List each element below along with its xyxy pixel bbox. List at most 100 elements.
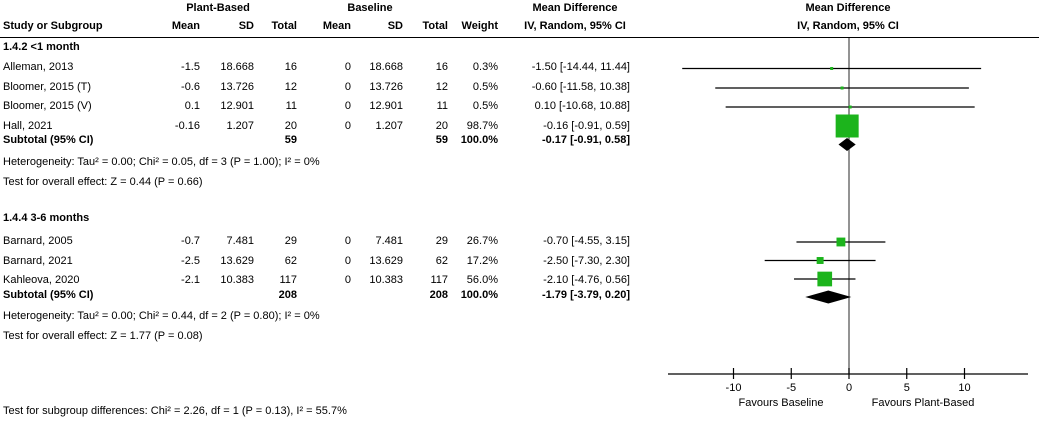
subtotal-plant-total: 208 bbox=[278, 289, 297, 301]
plant-sd: 1.207 bbox=[226, 119, 254, 132]
subgroup-title: 1.4.2 <1 month bbox=[3, 41, 80, 53]
study-name: Bloomer, 2015 (T) bbox=[3, 80, 92, 93]
effect-marker bbox=[830, 67, 834, 70]
effect-marker bbox=[835, 114, 859, 138]
md-text-column-title: Mean Difference bbox=[532, 2, 618, 14]
baseline-mean: 0 bbox=[344, 80, 351, 93]
plant-sd: 12.901 bbox=[220, 100, 254, 112]
heterogeneity-text: Heterogeneity: Tau² = 0.00; Chi² = 0.44,… bbox=[3, 310, 320, 322]
baseline-total: 11 bbox=[436, 100, 448, 112]
subgroup-title: 1.4.4 3-6 months bbox=[3, 212, 90, 224]
study-name: Kahleova, 2020 bbox=[3, 273, 80, 286]
plant-total: 16 bbox=[284, 61, 297, 73]
baseline-mean: 0 bbox=[344, 61, 351, 73]
baseline-mean: 0 bbox=[344, 100, 351, 112]
subtotal-weight: 100.0% bbox=[460, 289, 498, 301]
axis-tick-label: -10 bbox=[726, 382, 742, 394]
baseline-sd: 13.629 bbox=[369, 254, 403, 267]
plant-mean: 0.1 bbox=[184, 100, 200, 112]
plant-mean: -0.6 bbox=[181, 80, 200, 93]
axis-tick-label: 5 bbox=[904, 382, 910, 394]
plant-total: 62 bbox=[284, 254, 297, 267]
study-name: Bloomer, 2015 (V) bbox=[3, 100, 92, 112]
overall-effect-text: Test for overall effect: Z = 1.77 (P = 0… bbox=[3, 330, 203, 342]
subtotal-weight: 100.0% bbox=[460, 134, 498, 146]
plant-sd: 18.668 bbox=[220, 61, 254, 73]
subtotal-diamond bbox=[805, 290, 852, 304]
col-header-mean-baseline: Mean bbox=[322, 20, 351, 32]
plant-sd: 10.383 bbox=[220, 273, 254, 286]
subtotal-baseline-total: 208 bbox=[429, 289, 448, 301]
baseline-mean: 0 bbox=[344, 119, 351, 132]
group-header-plant-based: Plant-Based bbox=[186, 2, 250, 14]
effect-marker bbox=[816, 257, 824, 264]
baseline-total: 20 bbox=[435, 119, 448, 132]
axis-tick-label: 0 bbox=[846, 382, 852, 394]
weight-value: 0.3% bbox=[472, 61, 498, 73]
plant-total: 11 bbox=[285, 100, 297, 112]
subtotal-plant-total: 59 bbox=[284, 134, 297, 146]
col-header-sd-baseline: SD bbox=[387, 20, 403, 32]
plant-mean: -2.1 bbox=[181, 273, 200, 286]
subtotal-diamond bbox=[838, 138, 856, 151]
col-header-weight: Weight bbox=[461, 20, 498, 32]
baseline-total: 12 bbox=[435, 80, 448, 93]
plant-sd: 7.481 bbox=[226, 235, 254, 247]
baseline-sd: 18.668 bbox=[369, 61, 403, 73]
favours-left-label: Favours Baseline bbox=[739, 397, 824, 409]
md-ci-text: -0.60 [-11.58, 10.38] bbox=[531, 80, 630, 93]
baseline-sd: 10.383 bbox=[369, 273, 403, 286]
plant-total: 12 bbox=[284, 80, 297, 93]
plant-total: 29 bbox=[284, 235, 297, 247]
subtotal-baseline-total: 59 bbox=[435, 134, 448, 146]
baseline-sd: 7.481 bbox=[375, 235, 403, 247]
md-ci-text: -0.16 [-0.91, 0.59] bbox=[543, 119, 630, 132]
plant-mean: -2.5 bbox=[181, 254, 200, 267]
baseline-sd: 13.726 bbox=[369, 80, 403, 93]
baseline-mean: 0 bbox=[344, 273, 351, 286]
subtotal-md-ci-text: -0.17 [-0.91, 0.58] bbox=[541, 134, 630, 146]
weight-value: 98.7% bbox=[466, 119, 498, 132]
subtotal-label: Subtotal (95% CI) bbox=[3, 134, 94, 146]
baseline-sd: 12.901 bbox=[369, 100, 403, 112]
baseline-mean: 0 bbox=[344, 254, 351, 267]
md-text-column-subtitle: IV, Random, 95% CI bbox=[524, 20, 626, 32]
study-name: Barnard, 2005 bbox=[3, 235, 73, 247]
plant-mean: -0.16 bbox=[174, 119, 200, 132]
md-ci-text: -2.50 [-7.30, 2.30] bbox=[543, 254, 630, 267]
subtotal-label: Subtotal (95% CI) bbox=[3, 289, 94, 301]
col-header-total-plant: Total bbox=[271, 20, 297, 32]
axis-tick-label: -5 bbox=[786, 382, 796, 394]
weight-value: 0.5% bbox=[472, 80, 498, 93]
md-plot-column-subtitle: IV, Random, 95% CI bbox=[797, 20, 899, 32]
col-header-study: Study or Subgroup bbox=[3, 20, 103, 32]
weight-value: 26.7% bbox=[466, 235, 498, 247]
plant-total: 117 bbox=[279, 273, 297, 286]
subtotal-md-ci-text: -1.79 [-3.79, 0.20] bbox=[541, 289, 630, 301]
overall-effect-text: Test for overall effect: Z = 0.44 (P = 0… bbox=[3, 176, 203, 188]
effect-marker bbox=[840, 86, 844, 90]
md-ci-text: -0.70 [-4.55, 3.15] bbox=[543, 235, 630, 247]
plant-mean: -1.5 bbox=[181, 61, 200, 73]
col-header-mean-plant: Mean bbox=[171, 20, 200, 32]
effect-marker bbox=[836, 237, 846, 247]
study-name: Hall, 2021 bbox=[3, 119, 53, 132]
effect-marker bbox=[848, 105, 852, 109]
group-header-baseline: Baseline bbox=[347, 2, 393, 14]
axis-tick-label: 10 bbox=[958, 382, 970, 394]
weight-value: 56.0% bbox=[466, 273, 498, 286]
baseline-total: 62 bbox=[435, 254, 448, 267]
baseline-total: 29 bbox=[435, 235, 448, 247]
effect-marker bbox=[817, 271, 833, 287]
md-plot-column-title: Mean Difference bbox=[805, 2, 891, 14]
plant-total: 20 bbox=[284, 119, 297, 132]
col-header-sd-plant: SD bbox=[238, 20, 254, 32]
study-name: Barnard, 2021 bbox=[3, 254, 73, 267]
favours-right-label: Favours Plant-Based bbox=[872, 397, 975, 409]
header-rule bbox=[0, 37, 1039, 38]
baseline-mean: 0 bbox=[344, 235, 351, 247]
md-ci-text: -1.50 [-14.44, 11.44] bbox=[531, 61, 630, 73]
baseline-total: 117 bbox=[430, 273, 448, 286]
weight-value: 17.2% bbox=[466, 254, 498, 267]
